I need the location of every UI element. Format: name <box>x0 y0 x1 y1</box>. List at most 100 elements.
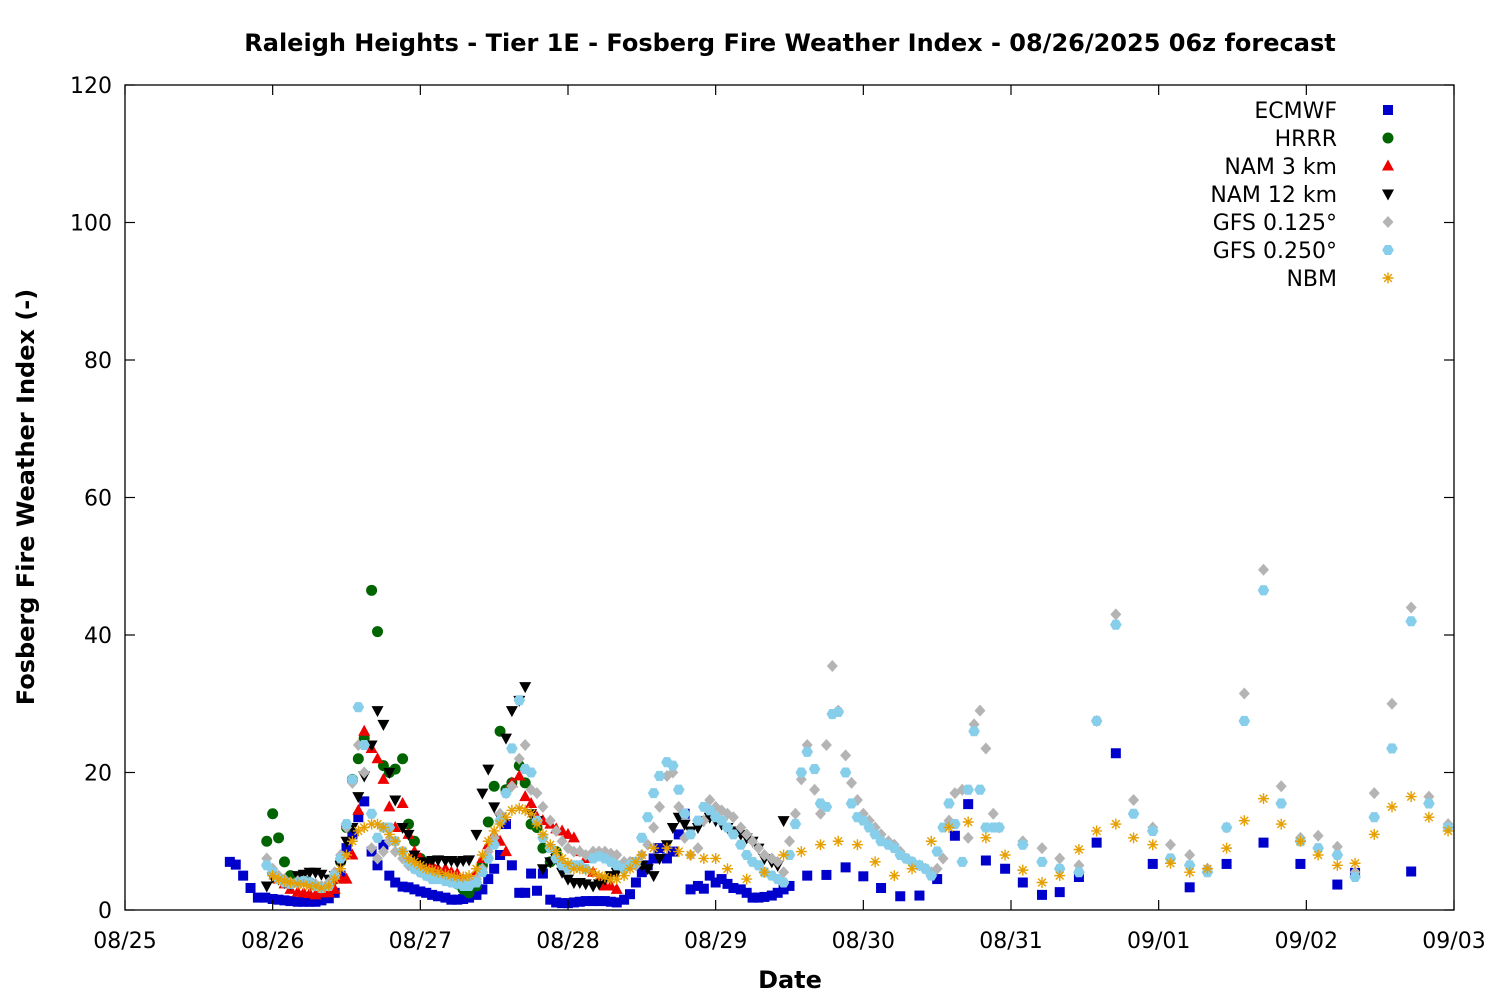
data-point <box>513 802 525 814</box>
legend-label: GFS 0.250° <box>1213 239 1337 264</box>
data-point <box>499 733 512 745</box>
x-tick-label: 09/03 <box>1422 929 1485 954</box>
data-point <box>1146 825 1159 836</box>
data-point <box>795 846 807 858</box>
data-point <box>962 784 974 795</box>
data-point <box>630 856 642 868</box>
data-point <box>685 849 697 861</box>
data-point <box>1164 838 1176 851</box>
data-point <box>1405 616 1417 627</box>
data-point <box>384 870 395 881</box>
data-point <box>568 863 580 875</box>
data-point <box>489 863 500 874</box>
data-point <box>470 829 483 841</box>
data-point <box>1405 791 1417 803</box>
data-point <box>625 889 636 900</box>
chart-title: Raleigh Heights - Tier 1E - Fosberg Fire… <box>244 29 1335 57</box>
data-point <box>636 849 648 861</box>
data-point <box>672 784 685 795</box>
data-point <box>340 872 353 884</box>
data-point <box>371 706 384 718</box>
data-point <box>777 877 790 888</box>
data-point <box>593 870 605 882</box>
data-point <box>366 584 378 596</box>
data-point <box>821 869 832 880</box>
data-point <box>470 877 483 888</box>
data-point <box>747 892 758 903</box>
x-tick-label: 08/30 <box>832 929 895 954</box>
x-tick-label: 08/25 <box>93 929 156 954</box>
data-point <box>1036 877 1048 888</box>
data-point <box>809 783 821 796</box>
data-point <box>673 846 685 858</box>
data-point <box>432 866 444 878</box>
data-point <box>604 879 617 891</box>
data-point <box>562 827 574 839</box>
data-point <box>594 896 605 907</box>
x-tick-label: 08/26 <box>241 929 304 954</box>
data-point <box>1332 879 1343 890</box>
data-point <box>328 882 341 894</box>
data-point <box>440 892 451 903</box>
data-point <box>1258 837 1269 848</box>
data-point <box>980 832 992 844</box>
data-point <box>323 893 334 904</box>
data-point <box>654 843 665 854</box>
data-point <box>1183 860 1196 871</box>
data-point <box>341 849 352 861</box>
data-point <box>389 845 401 858</box>
data-point <box>471 889 482 900</box>
data-point <box>520 887 531 898</box>
data-point <box>619 894 630 905</box>
data-point <box>409 884 420 895</box>
data-point <box>1368 787 1380 800</box>
data-point <box>261 835 273 847</box>
data-point <box>721 863 733 875</box>
data-point <box>1147 858 1158 869</box>
x-tick-label: 09/02 <box>1275 929 1338 954</box>
data-point <box>1295 858 1306 869</box>
data-point <box>567 831 580 843</box>
data-point <box>1349 871 1361 883</box>
data-point <box>531 787 543 800</box>
data-point <box>556 835 568 848</box>
data-point <box>323 880 335 892</box>
data-point <box>599 871 611 883</box>
data-point <box>267 870 279 882</box>
data-point <box>245 883 256 893</box>
data-point <box>488 825 500 837</box>
data-point <box>1054 852 1066 865</box>
data-point <box>574 863 586 875</box>
data-point <box>1184 866 1196 878</box>
plot-area <box>224 563 1454 909</box>
data-point <box>1184 882 1195 893</box>
x-tick-label: 08/31 <box>979 929 1042 954</box>
data-point <box>329 873 341 885</box>
data-point <box>753 892 764 903</box>
data-point <box>304 880 316 892</box>
data-point <box>463 870 475 882</box>
data-point <box>840 862 851 873</box>
data-point <box>943 798 955 809</box>
data-point <box>839 767 852 778</box>
data-point <box>832 706 845 718</box>
data-point <box>322 886 335 898</box>
data-point <box>999 849 1011 861</box>
data-point <box>684 829 697 840</box>
data-point <box>557 898 568 909</box>
data-point <box>309 880 321 892</box>
data-point <box>513 769 526 781</box>
axis-ticks: 0 20 40 60 80 100 120 08/25 08/26 08/27 08/28 08/29… <box>70 74 1486 954</box>
data-point <box>500 819 511 830</box>
data-point <box>630 877 641 888</box>
data-point <box>335 863 347 875</box>
data-point <box>230 859 241 870</box>
data-point <box>476 867 489 878</box>
y-tick-label: 80 <box>84 349 112 374</box>
data-point <box>1054 887 1065 898</box>
data-point <box>1258 563 1270 576</box>
data-point <box>514 887 525 898</box>
data-point <box>1036 842 1048 855</box>
data-point <box>463 855 476 867</box>
data-point <box>458 894 469 904</box>
